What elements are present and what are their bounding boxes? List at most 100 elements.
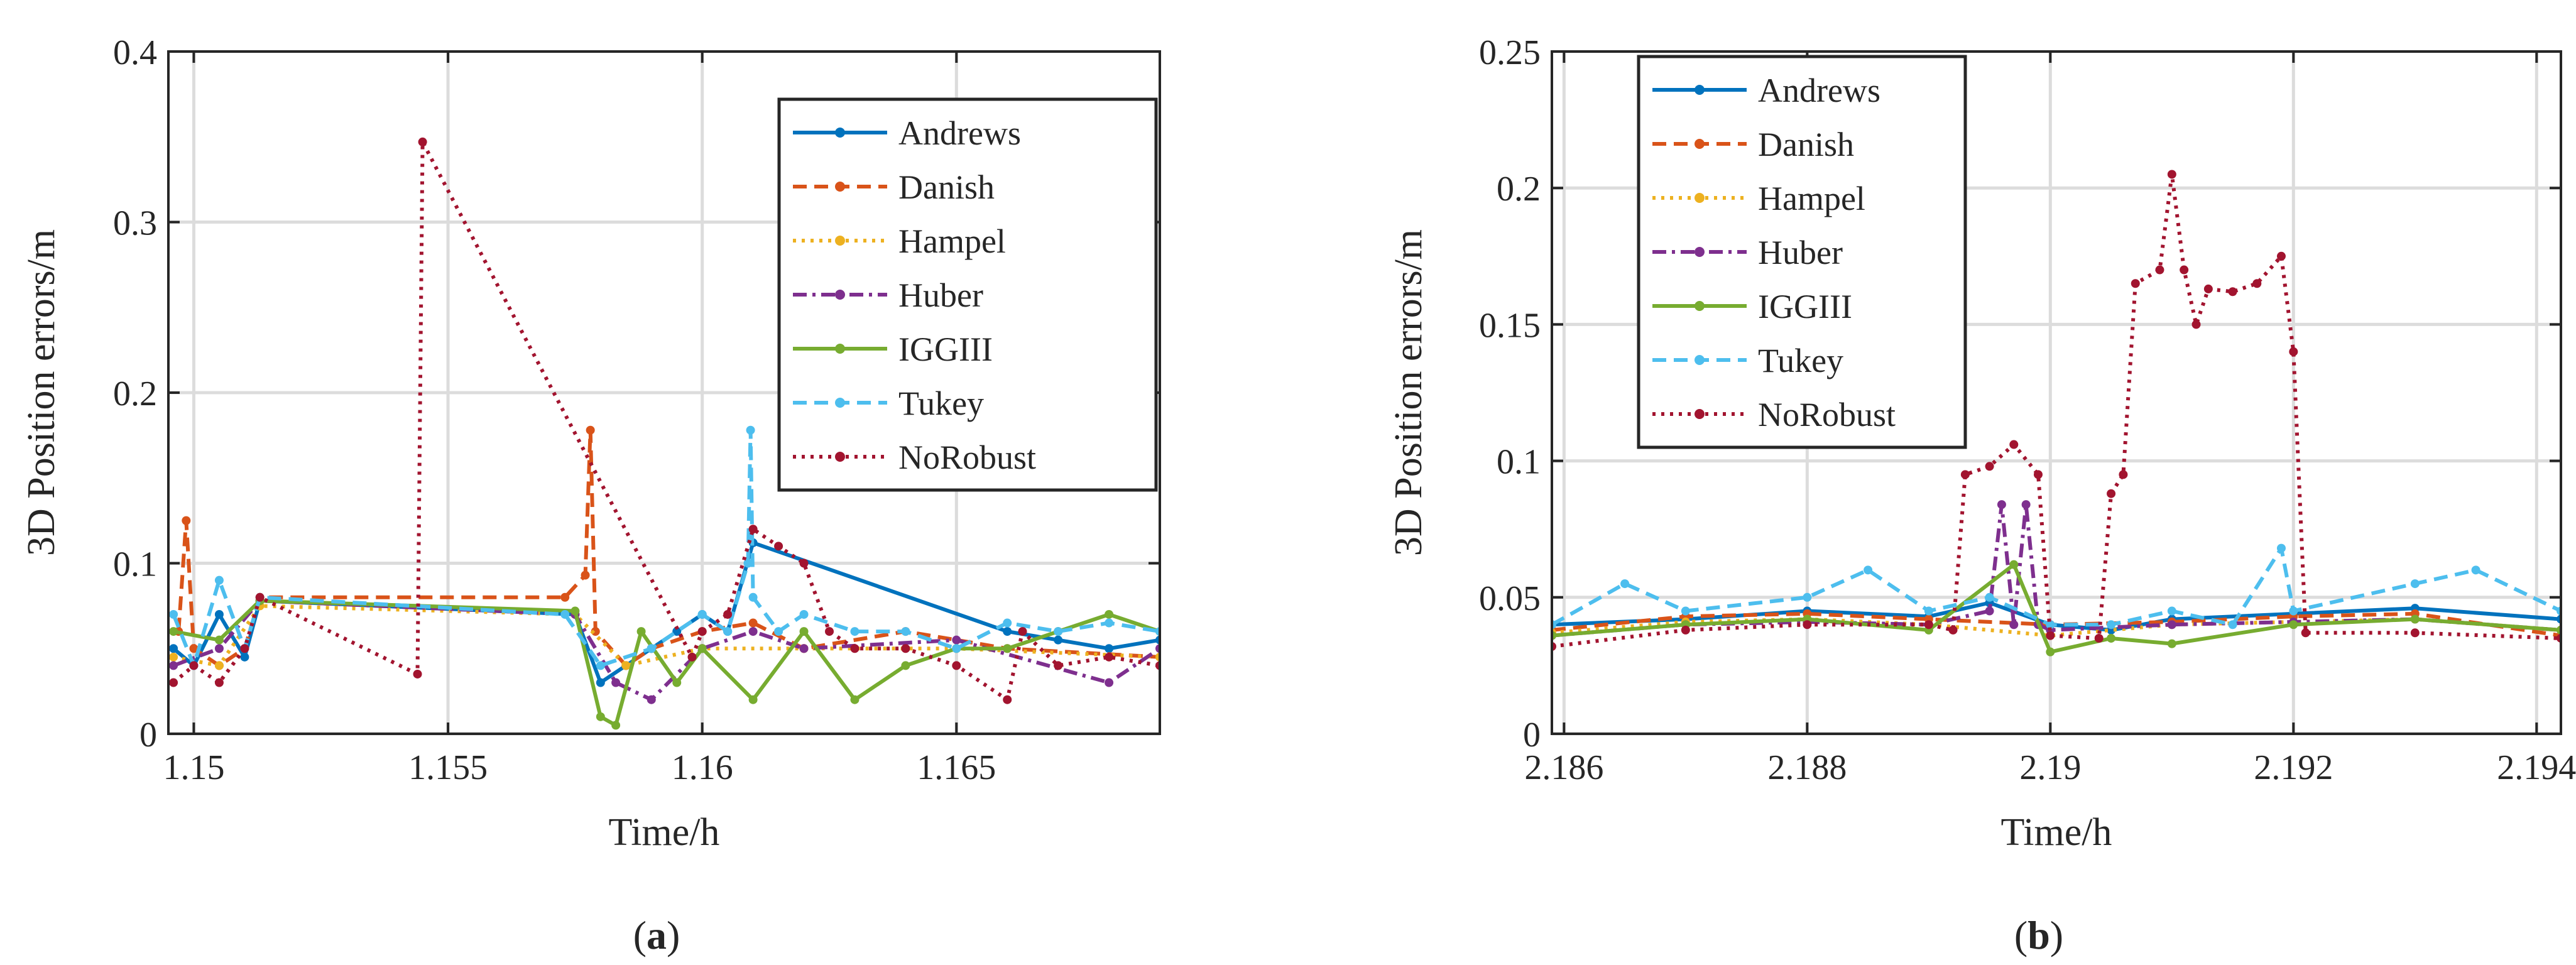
y-axis-label: 3D Position errors/m — [1387, 229, 1430, 556]
data-point-huber — [952, 635, 961, 645]
data-point-tukey — [1681, 606, 1690, 616]
x-tick-label: 1.15 — [163, 748, 224, 787]
x-tick-label: 2.192 — [2254, 748, 2333, 787]
legend-label-norobust: NoRobust — [1758, 396, 1896, 433]
legend-label-iggiii: IGGIII — [1758, 288, 1852, 325]
series-group — [169, 137, 1160, 730]
data-point-tukey — [799, 609, 809, 619]
data-point-iggiii — [570, 606, 580, 616]
data-point-tukey — [2276, 543, 2286, 553]
data-point-andrews — [1105, 644, 1114, 653]
data-point-tukey — [1105, 618, 1114, 628]
data-point-huber — [647, 695, 656, 704]
data-point-tukey — [1864, 565, 1873, 575]
legend-marker-huber — [1695, 247, 1705, 257]
data-point-norobust — [1105, 652, 1114, 662]
data-point-tukey — [2228, 620, 2237, 630]
data-point-tukey — [1803, 592, 1812, 602]
data-point-norobust — [2410, 628, 2420, 638]
series-line-hampel — [173, 604, 1160, 668]
axes-frame — [1551, 50, 2562, 735]
y-tick-label: 0.15 — [1479, 306, 1541, 345]
x-axis-label: Time/h — [609, 811, 720, 854]
series-group — [1552, 170, 2561, 657]
data-point-norobust — [2180, 265, 2189, 275]
data-point-norobust — [697, 627, 707, 636]
data-point-norobust — [1985, 462, 1994, 471]
data-point-norobust — [2191, 320, 2201, 329]
data-point-norobust — [2155, 265, 2164, 275]
data-point-tukey — [647, 644, 656, 653]
data-point-norobust — [687, 652, 697, 662]
data-point-norobust — [2289, 347, 2298, 356]
data-point-tukey — [2289, 606, 2298, 616]
data-point-norobust — [2107, 489, 2116, 498]
legend-label-norobust: NoRobust — [898, 439, 1036, 476]
legend-marker-tukey — [1695, 355, 1705, 365]
data-point-norobust — [2276, 251, 2286, 261]
data-point-norobust — [748, 525, 758, 534]
data-point-andrews — [1003, 627, 1012, 636]
data-point-iggiii — [2009, 560, 2019, 569]
legend-label-hampel: Hampel — [1758, 180, 1865, 217]
data-point-huber — [611, 678, 621, 687]
data-point-norobust — [2009, 440, 2019, 449]
data-point-andrews — [1054, 635, 1063, 645]
data-point-tukey — [2410, 579, 2420, 589]
data-point-huber — [799, 644, 809, 653]
y-axis-label: 3D Position errors/m — [20, 229, 63, 556]
data-point-iggiii — [169, 627, 178, 636]
series-line-danish — [177, 428, 1160, 668]
x-tick-label: 1.155 — [408, 748, 488, 787]
data-point-iggiii — [1003, 644, 1012, 653]
y-tick-label: 0.3 — [113, 204, 157, 243]
data-point-iggiii — [596, 712, 605, 721]
data-point-tukey — [560, 609, 570, 619]
data-point-iggiii — [1105, 609, 1114, 619]
data-point-tukey — [901, 627, 910, 636]
legend-marker-huber — [835, 290, 845, 300]
data-point-huber — [2009, 620, 2019, 630]
data-point-huber — [169, 661, 178, 670]
x-tick-label: 1.16 — [672, 748, 733, 787]
series-line-norobust — [1552, 172, 2561, 648]
data-point-tukey — [1924, 606, 1933, 616]
data-point-tukey — [2471, 565, 2480, 575]
panel-b-caption: (b) — [2014, 913, 2063, 957]
y-tick-label: 0.25 — [1479, 33, 1541, 72]
x-axis-label: Time/h — [2001, 811, 2112, 854]
data-point-tukey — [952, 644, 961, 653]
legend-marker-hampel — [835, 236, 845, 246]
data-point-norobust — [850, 644, 860, 653]
data-point-norobust — [1003, 695, 1012, 704]
data-point-iggiii — [901, 661, 910, 670]
data-point-norobust — [189, 661, 199, 670]
data-point-iggiii — [2046, 647, 2055, 657]
legend-label-tukey: Tukey — [1758, 342, 1843, 379]
series-line-tukey — [1552, 546, 2561, 627]
data-point-tukey — [850, 627, 860, 636]
legend-marker-norobust — [1695, 409, 1705, 419]
data-point-tukey — [2167, 606, 2176, 616]
data-point-iggiii — [799, 627, 809, 636]
data-point-norobust — [255, 592, 265, 602]
legend-marker-danish — [1695, 139, 1705, 149]
x-tick-label: 2.186 — [1524, 748, 1603, 787]
data-point-norobust — [2119, 470, 2128, 479]
data-point-norobust — [214, 678, 224, 687]
chart-panel-a: 1.15 1.155 1.16 1.165 0 0.1 0.2 0.3 0.4 Time/h 3D … — [20, 33, 1161, 854]
data-point-tukey — [774, 627, 783, 636]
y-tick-label: 0.05 — [1479, 579, 1541, 618]
data-point-danish — [560, 592, 570, 602]
data-point-huber — [1997, 500, 2006, 510]
x-tick-label: 2.19 — [2019, 748, 2081, 787]
legend-marker-hampel — [1695, 193, 1705, 203]
data-point-huber — [1105, 678, 1114, 687]
data-point-norobust — [240, 644, 249, 653]
data-point-tukey — [2046, 620, 2055, 630]
data-point-tukey — [1985, 592, 1994, 602]
legend: Andrews Danish Hampel Huber IGGIII Tukey NoRob… — [1637, 55, 1967, 449]
data-point-tukey — [723, 627, 733, 636]
legend-marker-norobust — [835, 452, 845, 462]
data-point-norobust — [952, 661, 961, 670]
